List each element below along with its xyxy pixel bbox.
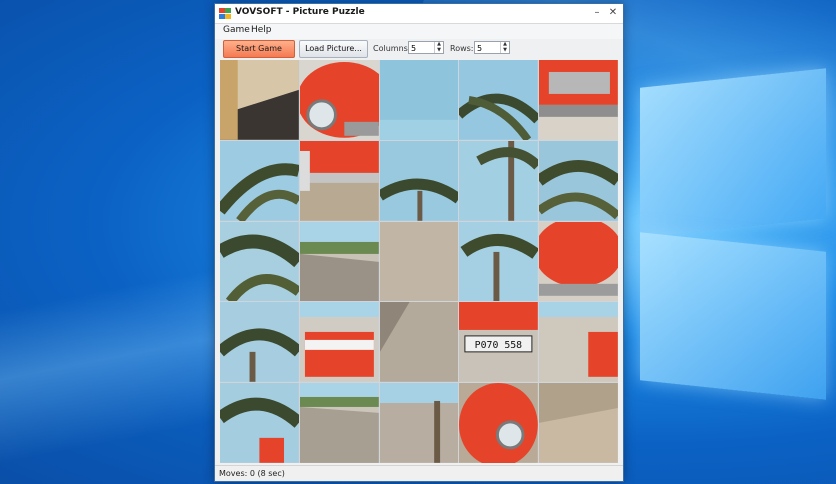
rows-label: Rows: xyxy=(450,44,474,53)
app-window: VOVSOFT - Picture Puzzle – ✕ Game Help S… xyxy=(214,3,624,482)
puzzle-tile[interactable] xyxy=(539,383,618,463)
puzzle-tile[interactable]: P070 558 xyxy=(459,302,539,383)
puzzle-tile[interactable] xyxy=(220,221,299,302)
rows-stepper[interactable]: 5 ▲ ▼ xyxy=(474,41,510,54)
status-bar: Moves: 0 (8 sec) xyxy=(215,465,623,481)
app-icon xyxy=(219,8,231,19)
puzzle-tile[interactable] xyxy=(459,140,539,221)
puzzle-tile[interactable] xyxy=(539,140,618,221)
rows-value: 5 xyxy=(477,44,483,53)
menu-bar: Game Help xyxy=(215,24,623,39)
puzzle-tile[interactable] xyxy=(220,383,299,463)
menu-game[interactable]: Game xyxy=(223,25,250,35)
puzzle-tile[interactable] xyxy=(379,140,459,221)
load-picture-button[interactable]: Load Picture... xyxy=(299,40,368,58)
svg-text:P070 558: P070 558 xyxy=(475,340,522,351)
puzzle-tile[interactable] xyxy=(539,221,618,302)
puzzle-tile[interactable] xyxy=(379,60,459,140)
start-game-button[interactable]: Start Game xyxy=(223,40,295,58)
puzzle-tile[interactable] xyxy=(459,383,539,463)
puzzle-board: P070 558 xyxy=(220,60,618,463)
menu-help[interactable]: Help xyxy=(251,25,272,35)
puzzle-tile[interactable] xyxy=(299,221,379,302)
puzzle-tile[interactable] xyxy=(379,383,459,463)
columns-label: Columns: xyxy=(373,44,411,53)
stepper-arrows-icon[interactable]: ▲ ▼ xyxy=(434,41,443,53)
puzzle-tile[interactable] xyxy=(459,60,539,140)
title-bar[interactable]: VOVSOFT - Picture Puzzle – ✕ xyxy=(215,4,623,24)
puzzle-tile[interactable] xyxy=(299,60,379,140)
puzzle-tile[interactable] xyxy=(539,60,618,140)
columns-stepper[interactable]: 5 ▲ ▼ xyxy=(408,41,444,54)
windows-logo-pane-bottom xyxy=(640,232,826,400)
puzzle-tile[interactable] xyxy=(220,60,299,140)
puzzle-tile[interactable] xyxy=(299,302,379,383)
window-title: VOVSOFT - Picture Puzzle xyxy=(235,7,365,17)
puzzle-tile[interactable] xyxy=(459,221,539,302)
minimize-icon[interactable]: – xyxy=(594,7,600,18)
puzzle-tile[interactable] xyxy=(379,302,459,383)
columns-value: 5 xyxy=(411,44,417,53)
windows-logo xyxy=(640,56,826,416)
puzzle-tile[interactable] xyxy=(220,302,299,383)
stepper-arrows-icon[interactable]: ▲ ▼ xyxy=(500,41,509,53)
puzzle-tile[interactable] xyxy=(379,221,459,302)
puzzle-tile[interactable] xyxy=(220,140,299,221)
windows-logo-pane-top xyxy=(640,68,826,238)
puzzle-tile[interactable] xyxy=(539,302,618,383)
puzzle-tile[interactable] xyxy=(299,383,379,463)
close-icon[interactable]: ✕ xyxy=(608,7,618,18)
puzzle-tile[interactable] xyxy=(299,140,379,221)
